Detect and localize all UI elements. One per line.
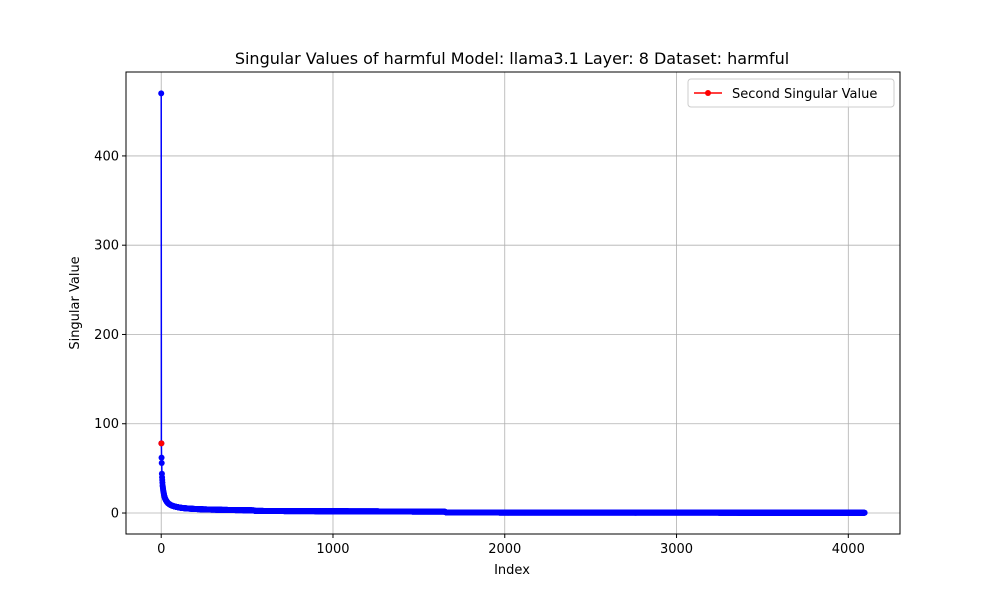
y-tick-label: 300 bbox=[94, 239, 119, 254]
series-layer bbox=[158, 90, 868, 516]
x-tick-label: 2000 bbox=[488, 542, 521, 557]
series-points-singular-values bbox=[158, 90, 868, 516]
y-tick-label: 100 bbox=[94, 417, 119, 432]
series-singular-values bbox=[158, 90, 868, 516]
axis-ticks: 0 1000 2000 3000 4000 0 100 200 300 400 bbox=[94, 149, 865, 557]
data-point bbox=[861, 509, 868, 516]
x-tick-label: 3000 bbox=[660, 542, 693, 557]
legend-marker-second-singular-value bbox=[705, 90, 711, 96]
y-axis-label: Singular Value bbox=[68, 256, 83, 349]
data-point bbox=[158, 460, 165, 467]
y-tick-label: 400 bbox=[94, 149, 119, 164]
second-singular-value-point bbox=[158, 440, 165, 447]
data-point bbox=[158, 90, 165, 97]
legend: Second Singular Value bbox=[687, 78, 895, 108]
legend-label-second-singular-value: Second Singular Value bbox=[732, 87, 877, 102]
data-point bbox=[158, 454, 165, 461]
x-axis-label: Index bbox=[494, 563, 530, 578]
legend-box bbox=[687, 78, 895, 108]
x-tick-label: 1000 bbox=[316, 542, 349, 557]
y-tick-label: 200 bbox=[94, 328, 119, 343]
x-tick-label: 0 bbox=[157, 542, 165, 557]
y-tick-label: 0 bbox=[111, 507, 119, 522]
plot-frame bbox=[125, 71, 901, 535]
chart-title: Singular Values of harmful Model: llama3… bbox=[235, 49, 789, 68]
x-tick-label: 4000 bbox=[832, 542, 865, 557]
